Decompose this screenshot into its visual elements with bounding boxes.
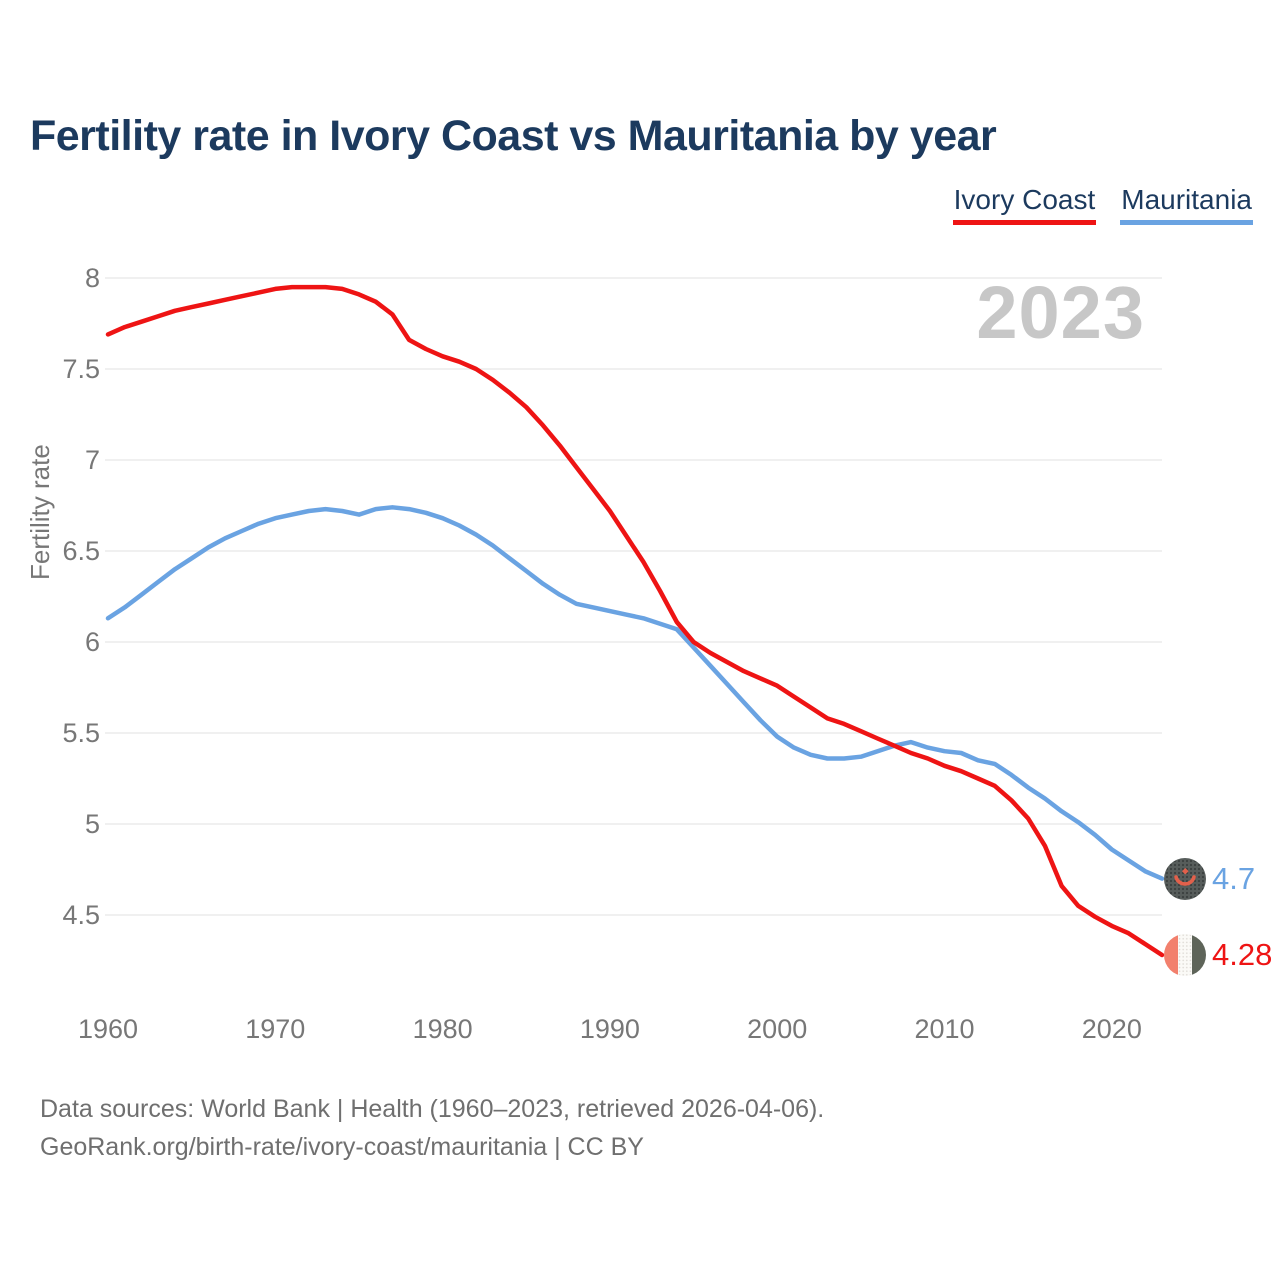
footer-sources-line: Data sources: World Bank | Health (1960–… [40,1095,825,1123]
x-tick-label: 1970 [245,1014,305,1044]
x-tick-label: 1960 [78,1014,138,1044]
legend-item-ivory-coast[interactable]: Ivory Coast [952,184,1097,225]
footer: Data sources: World Bank | Health (1960–… [40,1090,824,1166]
legend-underline-mauritania [1120,220,1253,225]
year-watermark: 2023 [976,271,1145,354]
x-tick-label: 1980 [413,1014,473,1044]
legend-underline-ivory-coast [952,220,1097,225]
ivory-coast-flag-icon [1163,933,1207,977]
y-tick-label: 5.5 [62,718,100,748]
footer-attribution-line: GeoRank.org/birth-rate/ivory-coast/mauri… [40,1133,644,1161]
y-tick-label: 7.5 [62,354,100,384]
page-title: Fertility rate in Ivory Coast vs Maurita… [30,112,997,160]
series-line-mauritania [105,505,1165,881]
y-tick-label: 6 [85,627,100,657]
x-tick-label: 2020 [1082,1014,1142,1044]
legend: Ivory Coast Mauritania [952,184,1253,225]
y-tick-label: 4.5 [62,900,100,930]
y-tick-label: 8 [85,263,100,293]
legend-item-mauritania[interactable]: Mauritania [1120,184,1253,225]
y-tick-label: 5 [85,809,100,839]
x-tick-label: 1990 [580,1014,640,1044]
ivory-coast-end-value: 4.28 [1212,937,1273,973]
x-tick-label: 2010 [914,1014,974,1044]
mauritania-end-value: 4.7 [1212,860,1256,896]
mauritania-flag-icon [1163,857,1207,901]
y-tick-label: 6.5 [62,536,100,566]
series-line-ivory-coast [105,284,1165,958]
legend-label-ivory-coast: Ivory Coast [953,184,1096,215]
x-tick-label: 2000 [747,1014,807,1044]
legend-label-mauritania: Mauritania [1121,184,1252,215]
y-tick-label: 7 [85,445,100,475]
